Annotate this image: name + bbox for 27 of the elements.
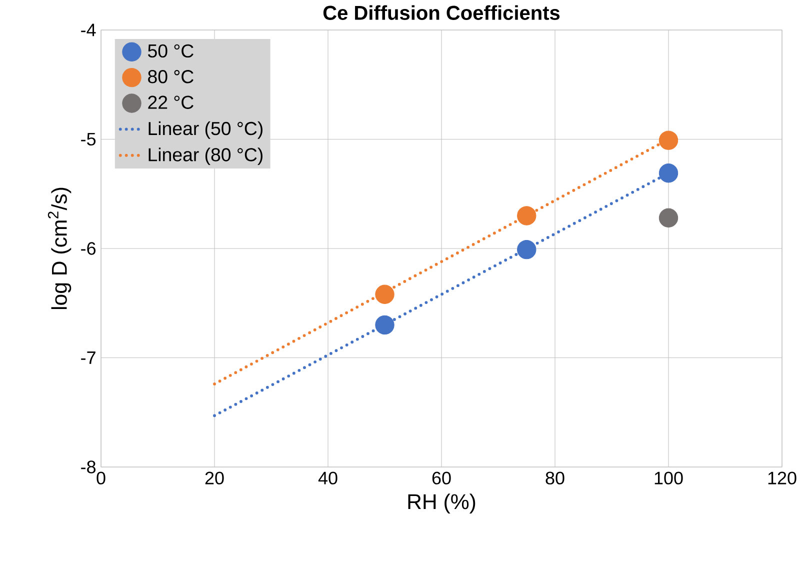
- y-tick-label: -8: [81, 460, 96, 474]
- x-axis-title: RH (%): [408, 494, 476, 514]
- y-axis-title: log D (cm$^{2}$/s): [48, 188, 72, 310]
- y-tick-label: -6: [81, 242, 96, 255]
- legend-label: Linear (80 °C): [148, 148, 262, 166]
- x-tick-label: 120: [768, 472, 796, 484]
- point: [658, 130, 678, 150]
- x-tick-label: 60: [432, 472, 451, 484]
- point: [375, 315, 394, 335]
- point: [517, 240, 536, 260]
- legend-label: 80 °C: [148, 70, 194, 84]
- x-tick-label: 40: [318, 472, 338, 484]
- point: [517, 206, 536, 226]
- point: [375, 284, 394, 304]
- x-tick-label: 100: [654, 472, 683, 484]
- chart-title: Ce Diffusion Coefficients: [323, 5, 560, 20]
- x-tick-label: 0: [96, 472, 106, 484]
- y-tick-label: -7: [81, 352, 96, 364]
- legend-label: 22 °C: [148, 96, 194, 109]
- legend-label: 50 °C: [148, 44, 194, 58]
- y-tick-label: -5: [81, 132, 96, 146]
- x-tick-label: 20: [205, 472, 224, 484]
- point: [658, 164, 678, 183]
- y-tick-label: -4: [81, 24, 96, 36]
- point: [658, 208, 678, 228]
- legend-label: Linear (50 °C): [148, 121, 262, 139]
- x-tick-label: 80: [546, 472, 564, 484]
